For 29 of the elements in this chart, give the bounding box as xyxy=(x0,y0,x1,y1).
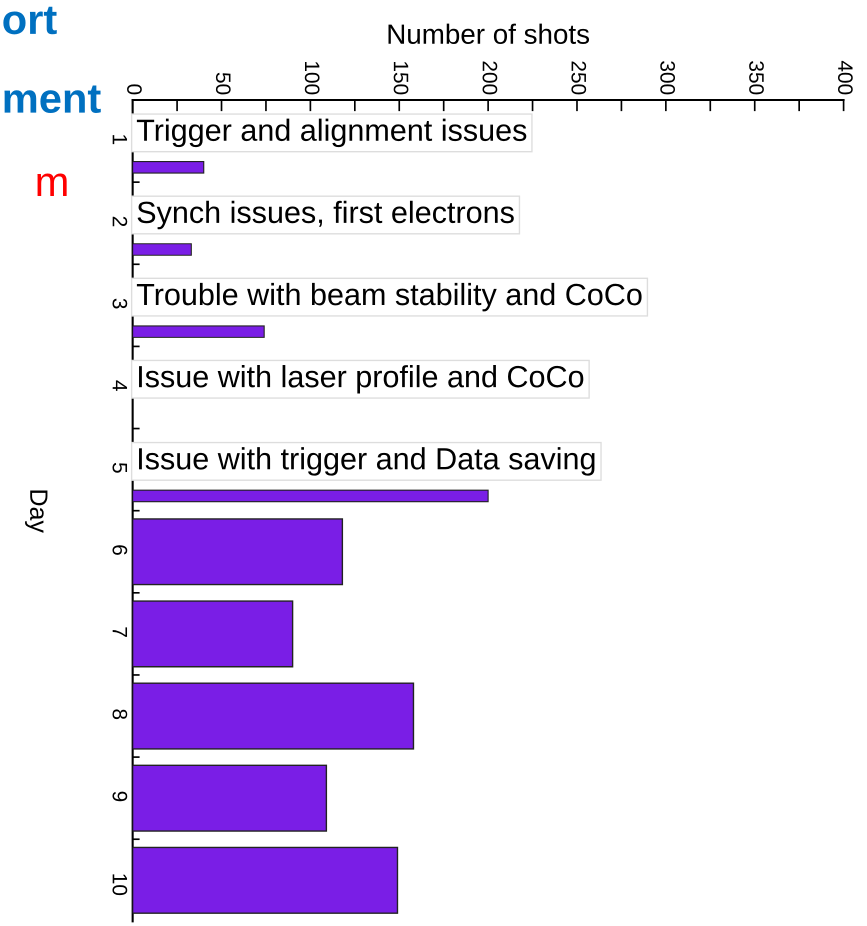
y-tick-label: 5 xyxy=(112,462,128,473)
text: ment xyxy=(4,85,101,114)
y-tick-label: 10 xyxy=(112,874,128,896)
annotation: Trigger and alignment issues xyxy=(136,118,526,148)
x-tick-label: 250 xyxy=(571,61,586,94)
x-tick-label: 150 xyxy=(394,62,408,94)
y-tick-label: 1 xyxy=(112,135,128,144)
y-tick-label: 9 xyxy=(112,792,128,802)
y-tick-label: 3 xyxy=(112,298,128,308)
annotation: Issue with laser profile and CoCo xyxy=(139,365,584,394)
y-tick-label: 7 xyxy=(112,627,128,637)
x-tick-label: 300 xyxy=(660,61,676,94)
x-tick-label: 200 xyxy=(482,61,498,94)
y-tick-label: 2 xyxy=(112,216,128,226)
y-tick-label: 8 xyxy=(112,709,128,720)
annotation: Trouble with beam stability and CoCo xyxy=(136,282,642,312)
annotation: Synch issues, first electrons xyxy=(138,200,514,230)
x-tick-label: 100 xyxy=(304,62,320,94)
text: ort xyxy=(3,6,57,34)
y-tick-label: 4 xyxy=(112,380,128,391)
x-tick-label: 400 xyxy=(838,60,853,94)
x-tick-label: 0 xyxy=(127,84,142,94)
annotation: Issue with trigger and Data saving xyxy=(139,447,595,476)
text: m xyxy=(37,174,67,196)
y-axis-title: Day xyxy=(25,490,48,533)
x-tick-label: 350 xyxy=(749,61,764,94)
x-tick-label: 50 xyxy=(216,72,231,94)
x-axis-title: Number of shots xyxy=(388,24,590,44)
y-tick-label: 6 xyxy=(112,545,128,555)
